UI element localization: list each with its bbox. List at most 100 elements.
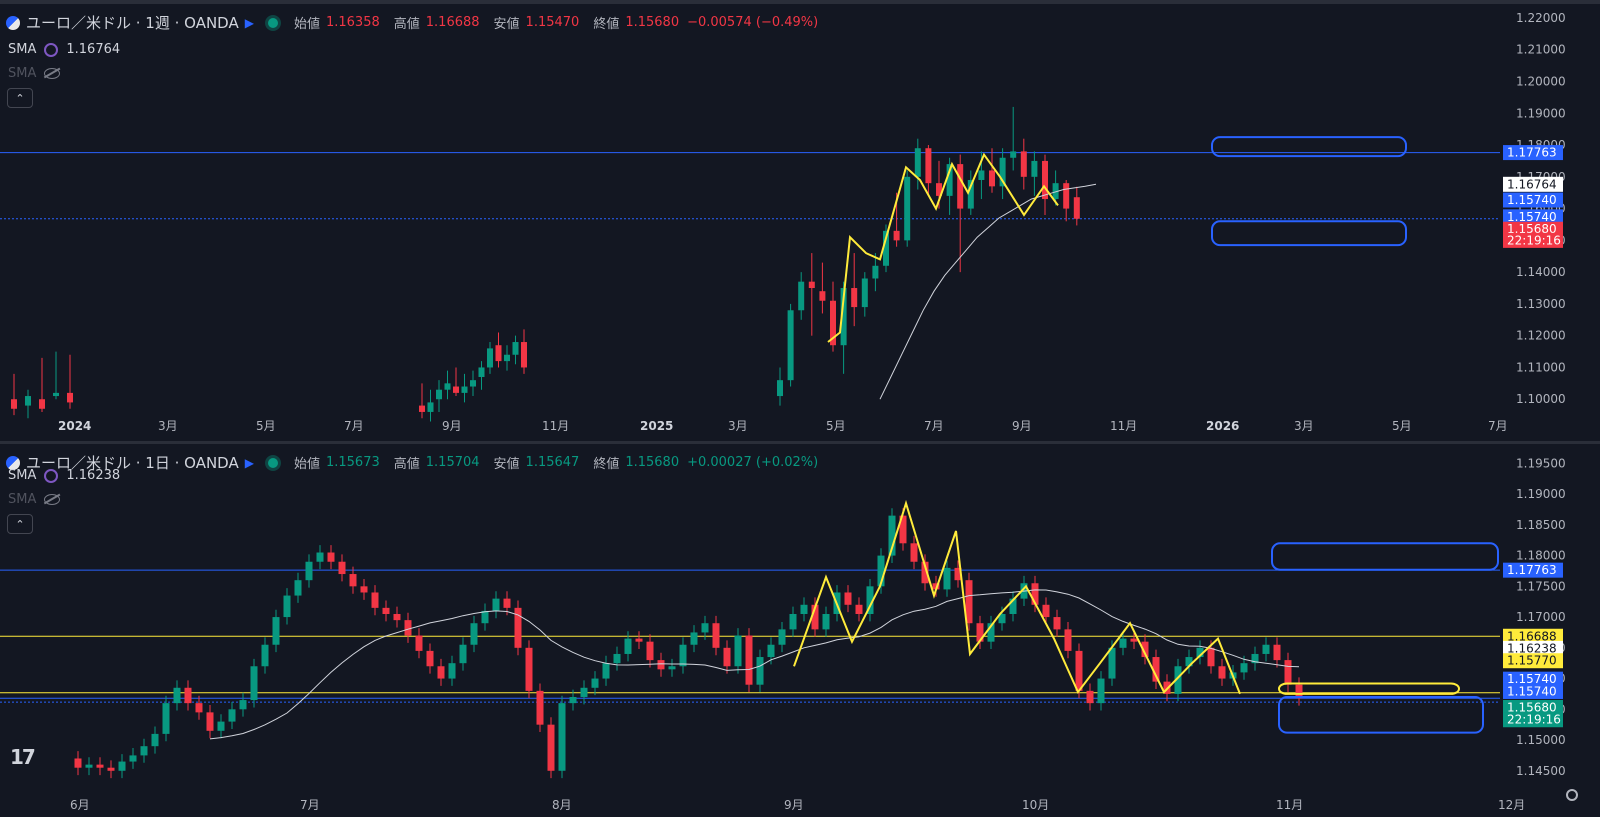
candle-body: [327, 552, 335, 562]
candle-body: [53, 392, 59, 397]
candle-body: [1064, 629, 1072, 651]
low-value: 1.15470: [525, 15, 580, 30]
candle-body: [118, 761, 126, 771]
time-tick-label: 7月: [300, 798, 320, 812]
price-tick-label: 1.17000: [1516, 610, 1566, 624]
time-tick-label: 7月: [344, 419, 364, 433]
candle-body: [512, 342, 519, 355]
candle-body: [756, 657, 764, 685]
candle-body: [844, 592, 852, 605]
candle-body: [151, 733, 159, 747]
sma-hidden-row[interactable]: SMA: [8, 66, 61, 81]
candle-body: [679, 644, 687, 667]
daily-chart-canvas[interactable]: 1.19500 1.19000 1.18500 1.18000 1.17500 1.170…: [0, 444, 1600, 817]
eye-hidden-icon[interactable]: [44, 494, 61, 505]
sma-hidden-row[interactable]: SMA: [8, 492, 61, 507]
candle-body: [1042, 604, 1050, 618]
tradingview-logo[interactable]: 17: [10, 745, 36, 769]
candle-body: [866, 586, 874, 614]
candle-body: [957, 164, 964, 209]
candle-body: [360, 586, 368, 593]
close-value: 1.15680: [625, 15, 680, 30]
candle-body: [1251, 653, 1259, 664]
candle-body: [965, 580, 973, 624]
time-tick-label: 9月: [442, 419, 462, 433]
candle-body: [925, 148, 932, 184]
candle-body: [448, 663, 456, 679]
price-tick-label: 1.20000: [1516, 74, 1566, 88]
price-tick-label: 1.22000: [1516, 11, 1566, 25]
candle-body: [999, 157, 1006, 187]
price-tick-label: 1.14000: [1516, 265, 1566, 279]
daily-chart-pane[interactable]: 1.19500 1.19000 1.18500 1.18000 1.17500 1.170…: [0, 441, 1600, 817]
candle-body: [382, 607, 390, 614]
candle-body: [910, 543, 918, 562]
candle-body: [893, 230, 900, 241]
price-tick-label: 1.15000: [1516, 733, 1566, 747]
candle-body: [39, 399, 45, 409]
symbol-title[interactable]: ユーロ／米ドル · 1週 · OANDA: [26, 14, 239, 32]
open-label: 始値: [293, 457, 320, 472]
sma-settings-icon[interactable]: [44, 468, 59, 483]
price-badge: [1503, 209, 1563, 225]
candle-body: [635, 638, 643, 642]
candle-body: [481, 610, 489, 624]
eurusd-flag-icon: [6, 15, 20, 30]
time-tick-label: 11月: [542, 419, 569, 433]
sma-indicator-row[interactable]: SMA 1.16238: [8, 468, 120, 483]
time-tick-label: 3月: [728, 419, 748, 433]
symbol-title[interactable]: ユーロ／米ドル · 1日 · OANDA: [26, 454, 239, 472]
candle-body: [404, 620, 412, 636]
candle-body: [521, 342, 527, 368]
candle-body: [1042, 160, 1048, 200]
time-tick-label: 6月: [70, 798, 90, 812]
chevron-up-icon: ⌃: [15, 91, 25, 105]
price-badge: [1503, 640, 1563, 656]
time-tick-label: 5月: [1392, 419, 1412, 433]
collapse-legend-button[interactable]: ⌃: [7, 88, 33, 108]
candle-body: [338, 561, 346, 575]
price-badge: [1503, 628, 1563, 644]
price-badge-label: 1.17763: [1507, 146, 1557, 160]
eye-hidden-icon[interactable]: [44, 68, 61, 79]
candle-body: [883, 230, 889, 266]
price-badge-label: 1.15740: [1507, 193, 1557, 207]
time-tick-label: 7月: [924, 419, 944, 433]
candle-body: [1174, 666, 1182, 694]
candle-body: [936, 183, 942, 196]
weekly-chart-pane[interactable]: 1.220001.210001.200001.190001.180001.170…: [0, 0, 1600, 438]
candle-body: [419, 405, 425, 412]
candle-body: [74, 758, 82, 768]
sma-indicator-row[interactable]: SMA 1.16764: [8, 42, 120, 57]
candle-body: [427, 402, 434, 412]
sma-settings-icon[interactable]: [44, 42, 59, 57]
candle-body: [461, 386, 468, 393]
weekly-chart-canvas[interactable]: 1.220001.210001.200001.190001.180001.170…: [0, 4, 1600, 438]
candle-body: [899, 515, 907, 544]
candle-body: [904, 176, 911, 241]
candle-body: [437, 666, 445, 679]
price-badge-label: 22:19:16: [1507, 713, 1561, 727]
support-zone-rectangle: [1211, 220, 1407, 247]
price-badge-label: 1.15680: [1507, 700, 1557, 714]
market-open-icon: [267, 457, 278, 468]
candle-body: [1086, 690, 1094, 704]
candle-body: [547, 724, 555, 771]
candle-body: [690, 632, 698, 645]
price-tick-label: 1.19000: [1516, 106, 1566, 120]
collapse-legend-button[interactable]: ⌃: [7, 514, 33, 534]
high-value: 1.16688: [425, 15, 480, 30]
candle-body: [272, 617, 280, 645]
sma-label: SMA: [8, 66, 37, 81]
candle-body: [591, 678, 599, 688]
candle-body: [877, 555, 885, 587]
time-tick-label: 2026: [1206, 419, 1239, 433]
price-badge: [1503, 176, 1563, 192]
candle-body: [767, 644, 775, 658]
price-badge: [1503, 562, 1563, 578]
settings-gear-icon[interactable]: [1566, 789, 1578, 801]
candle-body: [569, 697, 577, 704]
price-badge-label: 1.16688: [1507, 629, 1557, 643]
time-tick-label: 8月: [552, 798, 572, 812]
candle-body: [536, 690, 544, 725]
